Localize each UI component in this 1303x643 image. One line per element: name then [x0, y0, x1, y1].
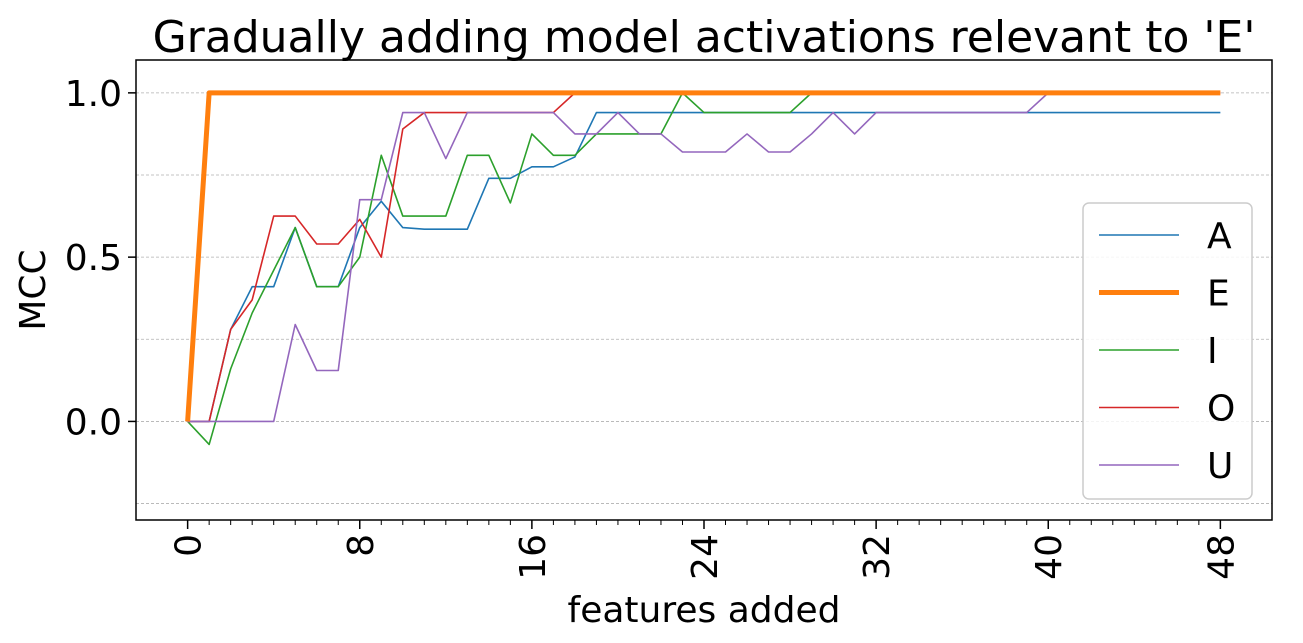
y-axis: 0.0 0.5 1.0 — [65, 74, 136, 443]
y-axis-label: MCC — [13, 249, 54, 330]
legend-box — [1082, 202, 1253, 500]
x-tick-label: 8 — [341, 534, 382, 557]
x-tick-label: 16 — [513, 534, 554, 580]
legend-label-i: I — [1207, 331, 1218, 372]
legend-label-u: U — [1207, 446, 1233, 487]
x-tick-label: 40 — [1029, 534, 1070, 580]
x-axis: 0 8 16 24 32 40 48 — [169, 520, 1242, 580]
x-tick-label: 0 — [169, 534, 210, 557]
chart-title: Gradually adding model activations relev… — [153, 12, 1256, 63]
legend-label-o: O — [1207, 389, 1235, 430]
legend-label-e: E — [1207, 274, 1230, 315]
x-tick-label: 48 — [1201, 534, 1242, 580]
series-line-a — [187, 111, 1221, 423]
y-tick-label: 0.5 — [65, 238, 122, 279]
x-tick-label: 32 — [857, 534, 898, 580]
legend-label-a: A — [1207, 216, 1232, 257]
series-line-e — [185, 90, 1221, 422]
y-tick-label: 1.0 — [65, 74, 122, 115]
y-tick-label: 0.0 — [65, 402, 122, 443]
plot-series — [185, 90, 1221, 446]
x-tick-label: 24 — [685, 534, 726, 580]
series-line-i — [187, 92, 1221, 446]
x-axis-label: features added — [568, 590, 841, 631]
